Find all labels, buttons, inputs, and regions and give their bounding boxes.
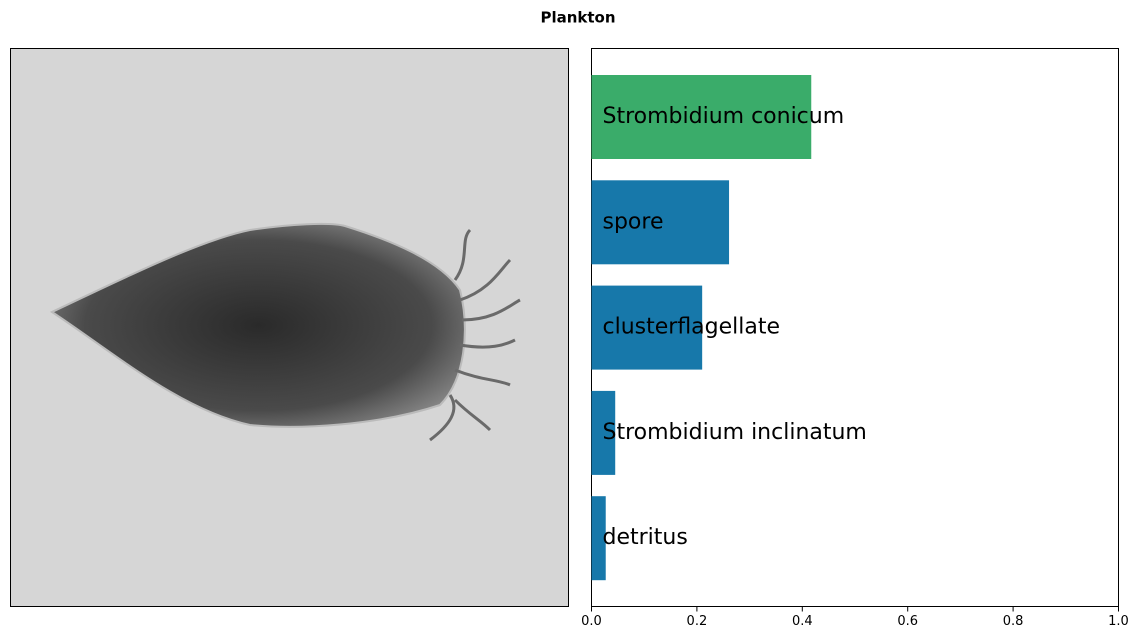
bar bbox=[591, 75, 812, 159]
bar bbox=[591, 180, 730, 265]
x-tick-label: 0.2 bbox=[687, 614, 708, 629]
x-tick-label: 0.8 bbox=[1003, 614, 1024, 629]
bar-label: clusterflagellate bbox=[603, 315, 781, 340]
organism bbox=[49, 222, 466, 428]
bar-label: spore bbox=[603, 209, 664, 234]
bar bbox=[591, 285, 703, 370]
bar bbox=[591, 496, 606, 581]
x-tick-label: 1.0 bbox=[1108, 614, 1129, 629]
plankton-image bbox=[10, 48, 569, 607]
bar bbox=[591, 390, 616, 475]
bar-label: Strombidium inclinatum bbox=[603, 420, 867, 445]
bar-label: Strombidium conicum bbox=[603, 104, 845, 129]
x-tick-label: 0.0 bbox=[581, 614, 602, 629]
x-tick-label: 0.6 bbox=[897, 614, 918, 629]
x-tick-label: 0.4 bbox=[792, 614, 813, 629]
chart-title: Plankton bbox=[540, 9, 615, 27]
bar-label: detritus bbox=[603, 525, 688, 550]
cilia bbox=[429, 228, 521, 442]
